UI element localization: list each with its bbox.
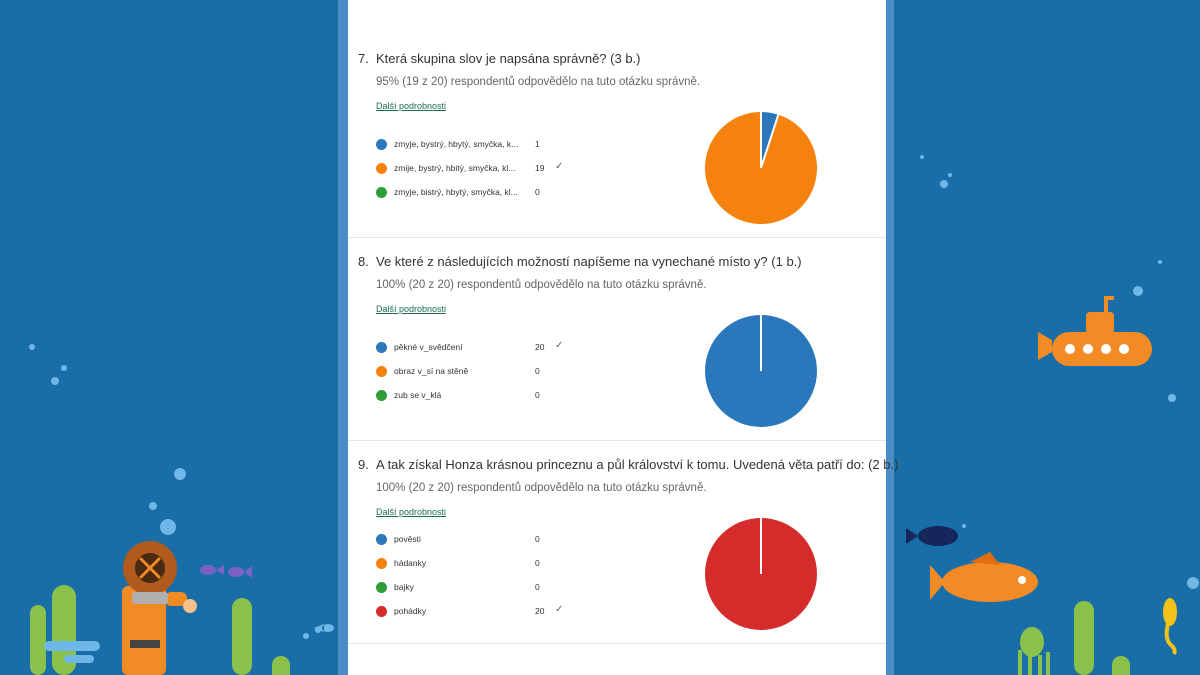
legend-dot-icon — [376, 187, 387, 198]
results-panel: 7. Která skupina slov je napsána správně?… — [348, 0, 898, 675]
more-details-link[interactable]: Další podrobnosti — [376, 101, 447, 111]
pie-separator — [760, 114, 780, 169]
question-title: 9. A tak získal Honza krásnou princeznu a… — [358, 457, 899, 472]
legend-dot-icon — [376, 366, 387, 377]
question-title: 7. Která skupina slov je napsána správně?… — [358, 51, 641, 66]
submarine-icon — [1038, 296, 1152, 366]
question-title: 8. Ve které z následujících možností napí… — [358, 254, 802, 269]
question-stat: 100% (20 z 20) respondentů odpovědělo na… — [376, 482, 707, 494]
pie-chart — [705, 315, 817, 427]
legend-dot-icon — [376, 390, 387, 401]
diver-icon — [122, 541, 197, 675]
legend-dot-icon — [376, 342, 387, 353]
question-card-7: 7. Která skupina slov je napsána správně?… — [348, 37, 886, 238]
question-stat: 100% (20 z 20) respondentů odpovědělo na… — [376, 279, 707, 291]
orange-fish-icon — [930, 552, 1038, 602]
checkmark-icon: ✓ — [555, 604, 564, 615]
more-details-link[interactable]: Další podrobnosti — [376, 304, 447, 314]
seaweed-right-icon — [1074, 601, 1130, 675]
legend-dot-icon — [376, 139, 387, 150]
seahorse-icon — [1163, 598, 1177, 655]
question-card-9: 9. A tak získal Honza krásnou princeznu a… — [348, 443, 898, 644]
legend-dot-icon — [376, 582, 387, 593]
question-stat: 95% (19 z 20) respondentů odpovědělo na … — [376, 76, 701, 88]
checkmark-icon: ✓ — [555, 340, 564, 351]
legend-dot-icon — [376, 534, 387, 545]
question-card-8: 8. Ve které z následujících možností napí… — [348, 240, 886, 441]
octopus-icon — [1018, 627, 1050, 675]
checkmark-icon: ✓ — [555, 161, 564, 172]
pie-chart — [705, 112, 817, 224]
legend-dot-icon — [376, 606, 387, 617]
more-details-link[interactable]: Další podrobnosti — [376, 507, 447, 517]
bubbles-right-icon — [920, 155, 1199, 589]
dark-fish-icon — [906, 526, 958, 546]
legend-dot-icon — [376, 558, 387, 569]
legend-dot-icon — [376, 163, 387, 174]
pie-chart — [705, 518, 817, 630]
seaweed-left-icon — [30, 585, 290, 675]
small-fish-left-icon — [200, 565, 252, 578]
